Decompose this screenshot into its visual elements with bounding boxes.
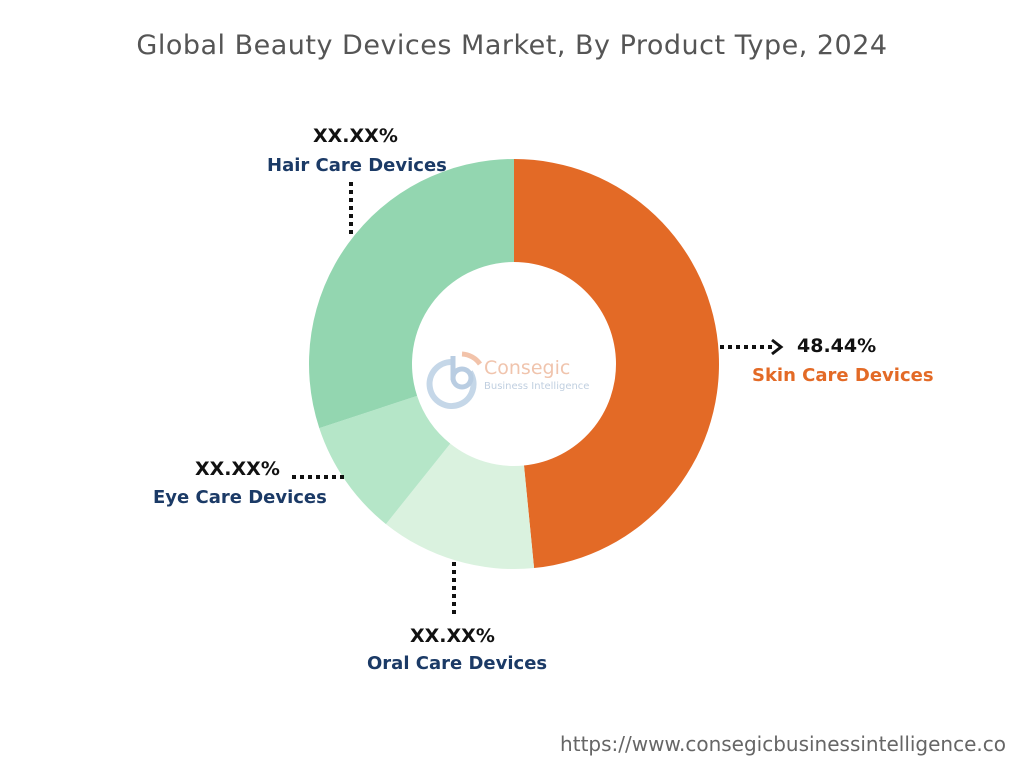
data-label-oral: Oral Care Devices [367,653,548,674]
data-label-skin: Skin Care Devices [752,365,934,386]
logo-icon [426,351,483,409]
data-label-hair: Hair Care Devices [267,155,447,176]
slice-hair-care-devices [308,159,514,429]
data-label-oral-pct: XX.XX% [410,625,495,647]
data-label-eye: Eye Care Devices [153,487,327,508]
leader-lines [292,182,784,616]
chart-title: Global Beauty Devices Market, By Product… [136,30,888,61]
logo-tagline: Business Intelligence [484,381,590,392]
slice-oral-care-devices [385,443,535,570]
slice-eye-care-devices [319,395,451,525]
data-label-skin-pct: 48.44% [797,335,877,357]
slice-skin-care-devices [514,158,720,569]
data-label-eye-pct: XX.XX% [195,458,280,480]
data-label-hair-pct: XX.XX% [313,125,398,147]
arrow-skin [771,338,784,356]
logo-name: Consegic [484,357,571,379]
source-url[interactable]: https://www.consegicbusinessintelligence… [560,732,1006,756]
